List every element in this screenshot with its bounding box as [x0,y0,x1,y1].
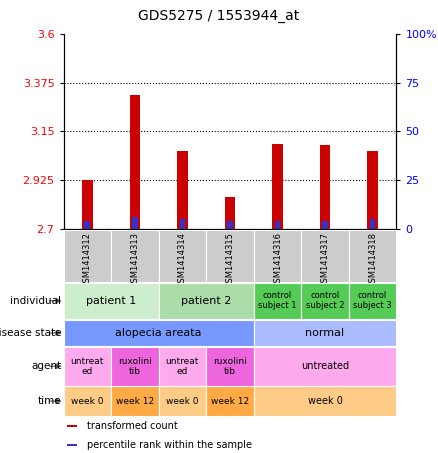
Text: untreat
ed: untreat ed [71,357,104,376]
Bar [254,320,396,346]
Text: week 0: week 0 [307,396,343,406]
Text: GSM1414315: GSM1414315 [226,232,234,288]
Bar [370,219,375,229]
Text: time: time [38,396,61,406]
Bar [225,198,235,229]
Text: transformed count: transformed count [87,421,177,431]
Bar [177,151,187,229]
Bar [301,230,349,282]
Text: untreat
ed: untreat ed [166,357,199,376]
Bar [111,230,159,282]
Text: patient 1: patient 1 [86,296,136,306]
Text: week 0: week 0 [71,397,103,405]
Bar [64,320,254,346]
Bar [254,230,301,282]
Bar [275,221,280,229]
Bar [349,283,396,319]
Bar [272,145,283,229]
Bar [132,217,138,229]
Bar [67,443,77,446]
Text: GSM1414317: GSM1414317 [321,232,329,288]
Bar [67,425,77,427]
Bar [367,151,378,229]
Text: control
subject 3: control subject 3 [353,291,392,310]
Text: ruxolini
tib: ruxolini tib [118,357,152,376]
Bar [320,145,330,229]
Text: patient 2: patient 2 [181,296,231,306]
Bar [206,386,254,416]
Bar [254,283,301,319]
Bar [159,347,206,386]
Text: alopecia areata: alopecia areata [115,328,202,338]
Text: GSM1414312: GSM1414312 [83,232,92,288]
Bar [206,230,254,282]
Bar [301,283,349,319]
Text: GSM1414314: GSM1414314 [178,232,187,288]
Bar [111,386,159,416]
Bar [64,347,111,386]
Text: individual: individual [11,296,61,306]
Bar [159,283,254,319]
Bar [64,230,111,282]
Text: percentile rank within the sample: percentile rank within the sample [87,439,252,450]
Text: untreated: untreated [301,361,349,371]
Text: normal: normal [305,328,345,338]
Bar [227,221,233,229]
Text: GSM1414316: GSM1414316 [273,232,282,288]
Bar [82,180,92,229]
Text: disease state: disease state [0,328,61,338]
Bar [64,283,159,319]
Bar [159,230,206,282]
Text: week 0: week 0 [166,397,199,405]
Text: GSM1414318: GSM1414318 [368,232,377,288]
Bar [349,230,396,282]
Text: week 12: week 12 [211,397,249,405]
Bar [254,386,396,416]
Text: ruxolini
tib: ruxolini tib [213,357,247,376]
Text: GDS5275 / 1553944_at: GDS5275 / 1553944_at [138,9,300,23]
Bar [322,221,328,229]
Text: GSM1414313: GSM1414313 [131,232,139,288]
Text: control
subject 2: control subject 2 [306,291,344,310]
Bar [206,347,254,386]
Bar [130,95,140,229]
Text: week 12: week 12 [116,397,154,405]
Bar [85,221,90,229]
Text: agent: agent [31,361,61,371]
Bar [159,386,206,416]
Bar [254,347,396,386]
Bar [180,219,185,229]
Bar [111,347,159,386]
Bar [64,386,111,416]
Text: control
subject 1: control subject 1 [258,291,297,310]
